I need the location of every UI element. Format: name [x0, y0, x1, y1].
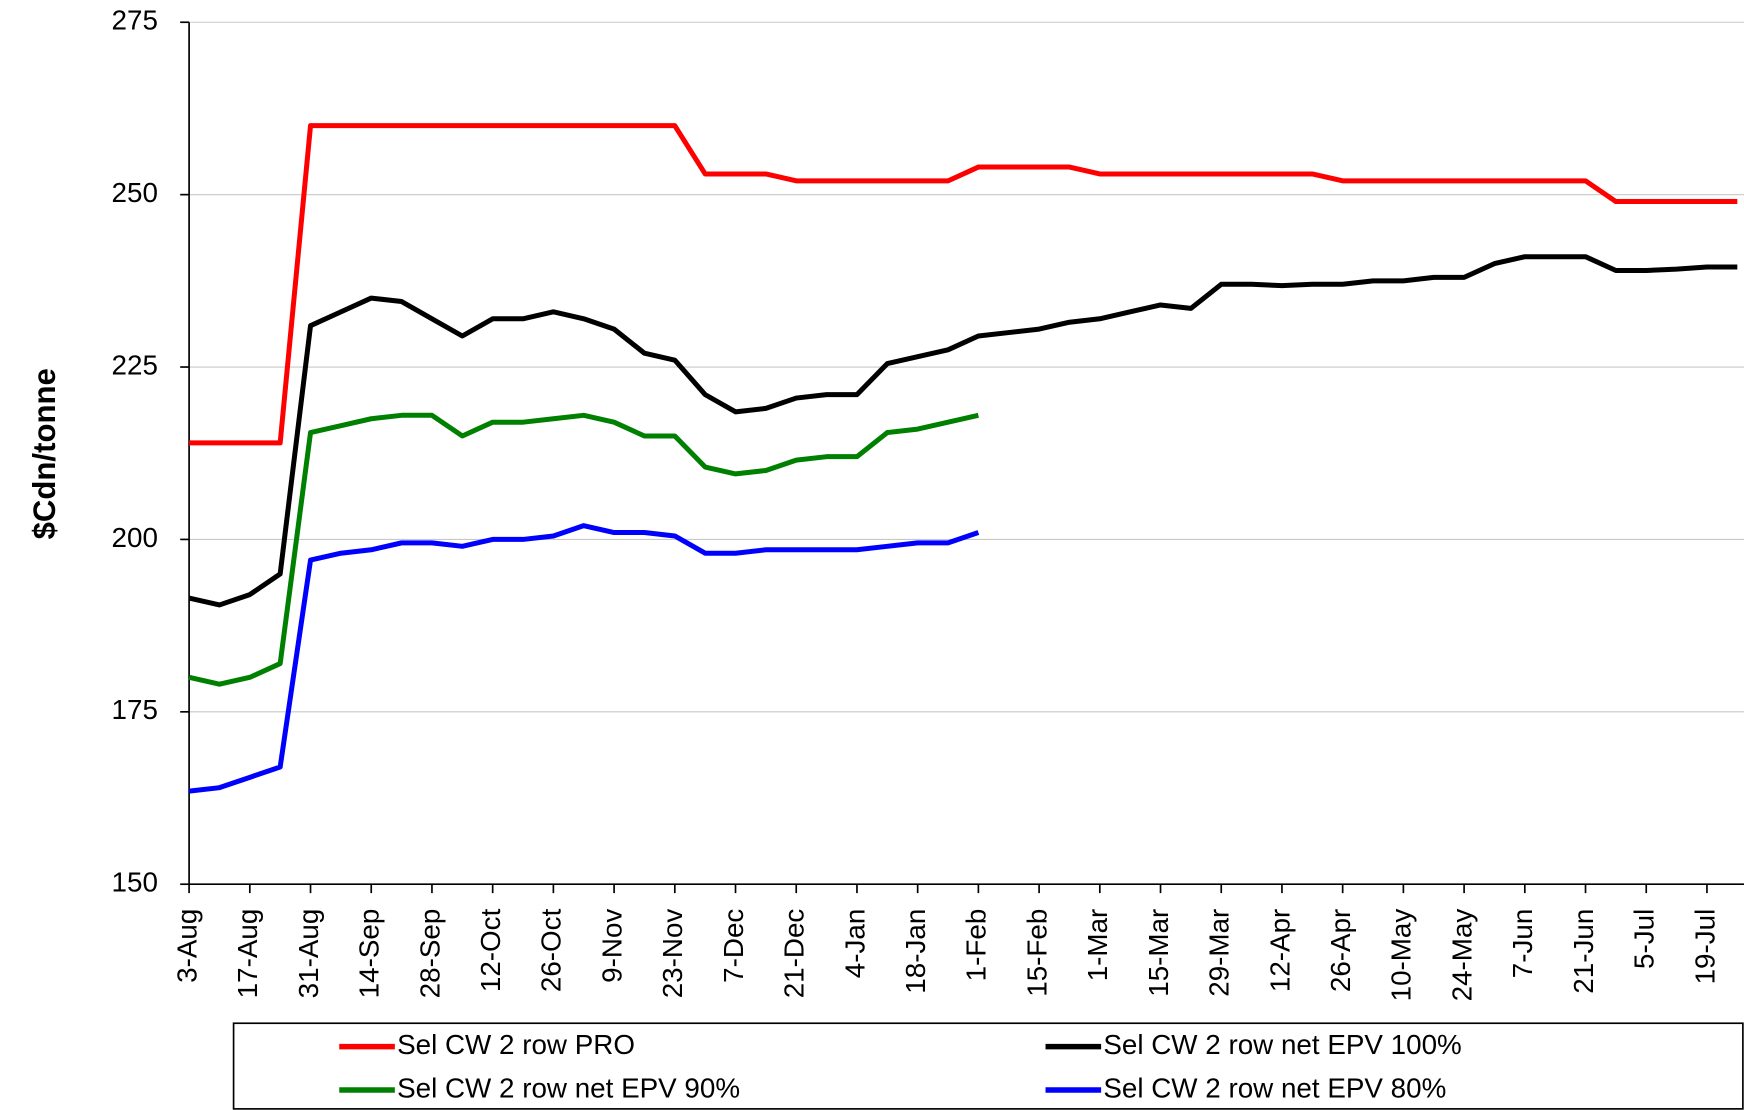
legend-label: Sel CW 2 row net EPV 100%: [1103, 1029, 1461, 1060]
series-line: [188, 523, 980, 794]
legend-label: Sel CW 2 row net EPV 80%: [1103, 1072, 1446, 1103]
x-tick-label: 1-Feb: [961, 909, 992, 982]
x-tick-label: 15-Feb: [1021, 909, 1052, 997]
x-tick-label: 4-Jan: [839, 909, 870, 979]
series-line: [189, 123, 1738, 446]
x-tick-label: 3-Aug: [171, 909, 202, 983]
x-tick-label: 18-Jan: [900, 909, 931, 994]
x-tick-label: 17-Aug: [232, 909, 263, 999]
x-tick-label: 9-Nov: [596, 909, 627, 983]
y-tick-label: 250: [112, 177, 158, 208]
x-tick-label: 14-Sep: [354, 909, 385, 999]
y-tick-label: 225: [112, 349, 158, 380]
y-tick-label: 175: [112, 694, 158, 725]
x-tick-label: 26-Oct: [536, 908, 567, 992]
x-tick-label: 29-Mar: [1204, 909, 1235, 997]
legend-label: Sel CW 2 row net EPV 90%: [397, 1072, 740, 1103]
x-tick-label: 26-Apr: [1325, 909, 1356, 992]
x-tick-label: 19-Jul: [1689, 909, 1720, 985]
x-tick-label: 15-Mar: [1143, 909, 1174, 997]
y-tick-label: 200: [112, 522, 158, 553]
series-line: [188, 254, 1738, 608]
x-tick-label: 21-Jun: [1568, 909, 1599, 994]
x-tick-label: 10-May: [1386, 909, 1417, 1002]
y-axis-label: $Cdn/tonne: [27, 368, 62, 539]
x-tick-label: 23-Nov: [657, 909, 688, 999]
x-tick-label: 31-Aug: [293, 909, 324, 999]
x-tick-label: 7-Dec: [718, 909, 749, 983]
series-line: [188, 412, 979, 687]
x-tick-label: 21-Dec: [779, 909, 810, 999]
x-tick-label: 5-Jul: [1629, 909, 1660, 969]
x-tick-label: 28-Sep: [414, 909, 445, 999]
x-tick-label: 7-Jun: [1507, 909, 1538, 979]
x-tick-label: 12-Apr: [1264, 909, 1295, 992]
x-tick-label: 24-May: [1446, 909, 1477, 1002]
x-tick-label: 12-Oct: [475, 908, 506, 992]
y-tick-label: 150: [112, 867, 158, 898]
y-tick-label: 275: [112, 5, 158, 36]
legend-label: Sel CW 2 row PRO: [397, 1029, 635, 1060]
x-tick-label: 1-Mar: [1082, 909, 1113, 982]
legend-box: [232, 1022, 1744, 1110]
